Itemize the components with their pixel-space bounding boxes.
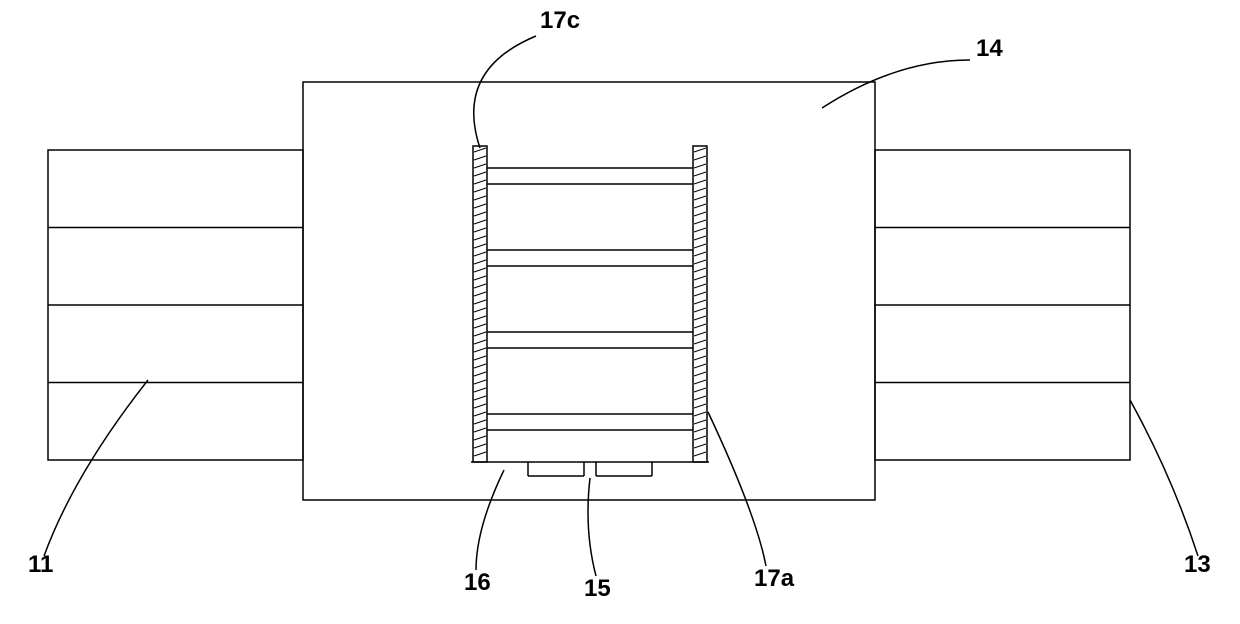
- label-l13: 13: [1184, 551, 1211, 578]
- label-l17c: 17c: [540, 7, 580, 34]
- label-l14: 14: [976, 35, 1003, 62]
- label-l16: 16: [464, 569, 491, 596]
- diagram-canvas: 17c 14 11 16 15 17a 13: [0, 0, 1240, 624]
- label-l17a: 17a: [754, 565, 795, 592]
- label-l15: 15: [584, 575, 611, 602]
- label-l11: 11: [28, 551, 53, 578]
